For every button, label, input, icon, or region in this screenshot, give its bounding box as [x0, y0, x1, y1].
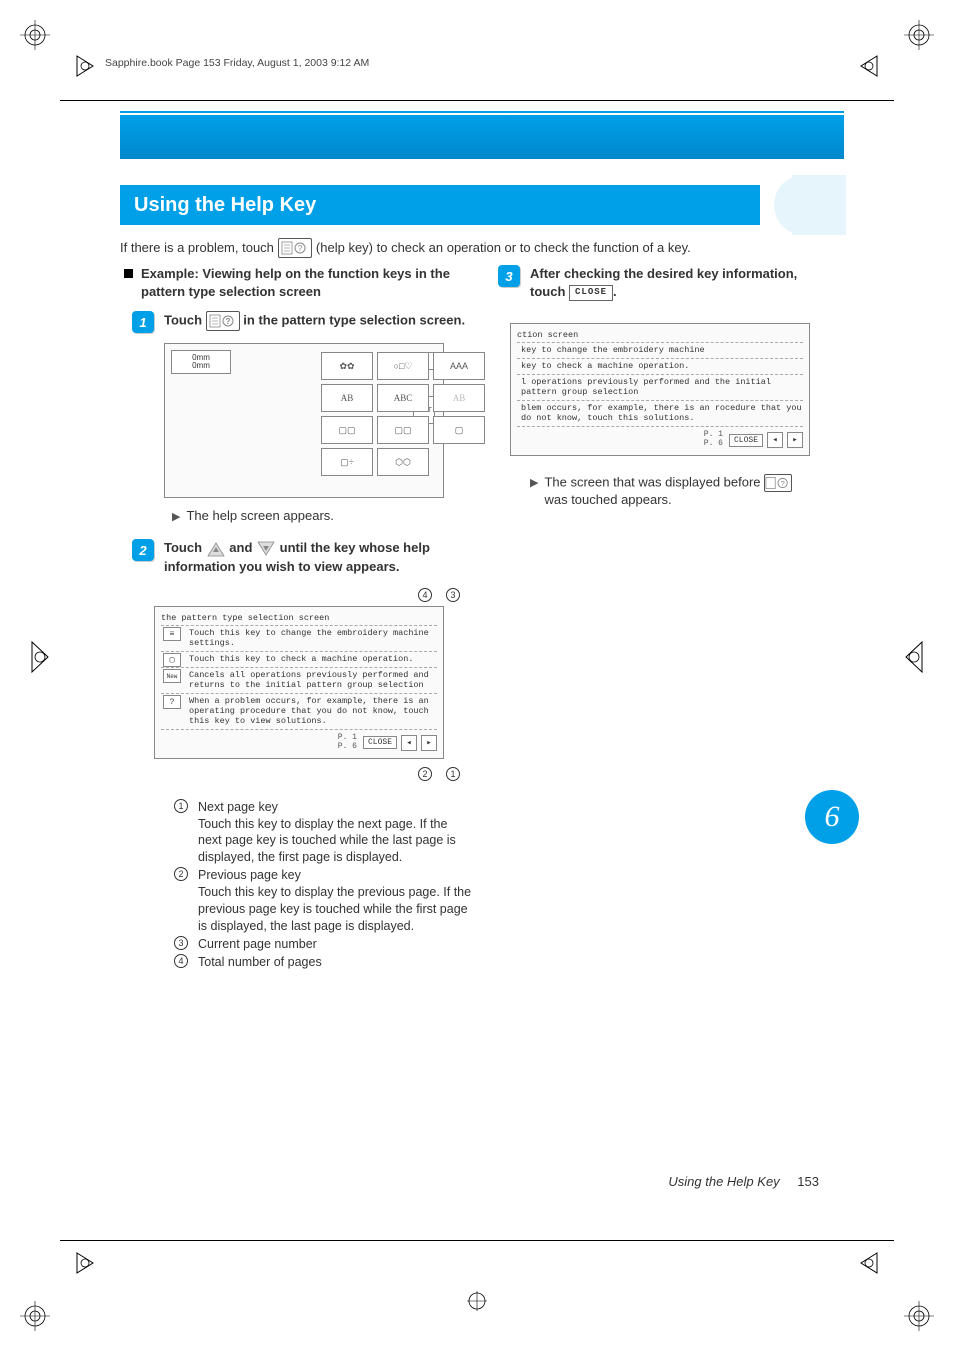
- next-page-icon: ▸: [787, 432, 803, 448]
- crop-mark-icon: [20, 20, 50, 50]
- header-tab-shape: [792, 175, 846, 235]
- registration-arrow-icon: [859, 1251, 879, 1276]
- status-box: 0mm 0mm: [171, 350, 231, 374]
- callout-number: 3: [446, 588, 460, 602]
- help-key-icon: ?: [278, 238, 312, 258]
- callout-number: 1: [446, 767, 460, 781]
- step-3-text: After checking the desired key informati…: [530, 265, 835, 301]
- step-3-result: ▶ The screen that was displayed before ?…: [530, 474, 835, 507]
- rule-bottom: [60, 1240, 894, 1241]
- step-1-result: ▶ The help screen appears.: [172, 508, 474, 523]
- registration-arrow-icon: [859, 54, 879, 79]
- prev-page-icon: [206, 540, 226, 558]
- example-heading: Example: Viewing help on the function ke…: [124, 265, 474, 301]
- registration-arrow-icon: [75, 1251, 95, 1276]
- next-page-icon: [256, 540, 276, 558]
- step-2-text: Touch and until the key whose help infor…: [164, 539, 474, 576]
- step-number-badge: 2: [132, 539, 154, 561]
- legend-item-1: 1 Next page keyTouch this key to display…: [174, 799, 474, 867]
- doc-header-text: Sapphire.book Page 153 Friday, August 1,…: [105, 57, 369, 69]
- figure-help-screen: the pattern type selection screen ≡Touch…: [154, 606, 444, 759]
- crop-mark-icon: [904, 1301, 934, 1331]
- callout-number: 2: [418, 767, 432, 781]
- svg-text:?: ?: [781, 479, 785, 488]
- registration-arrow-icon: [30, 640, 50, 675]
- bullet-square-icon: [124, 269, 133, 278]
- prev-page-icon: ◂: [767, 432, 783, 448]
- help-key-icon: ?: [764, 474, 792, 492]
- help-icon: ?: [163, 695, 181, 709]
- header-ribbon: [120, 115, 844, 159]
- check-icon: ▢: [163, 653, 181, 667]
- section-title: Using the Help Key: [120, 185, 760, 225]
- legend-item-2: 2 Previous page keyTouch this key to dis…: [174, 867, 474, 935]
- step-number-badge: 3: [498, 265, 520, 287]
- cancel-icon: New: [163, 669, 181, 683]
- close-button: CLOSE: [363, 736, 397, 749]
- step-3: 3 After checking the desired key informa…: [498, 265, 835, 301]
- chapter-number-badge: 6: [805, 790, 859, 844]
- crop-mark-icon: [904, 20, 934, 50]
- rule-top: [60, 100, 894, 101]
- step-1: 1 Touch ? in the pattern type selection …: [132, 311, 474, 333]
- registration-arrow-icon: [75, 54, 95, 79]
- crop-mark-icon: [467, 1291, 487, 1311]
- triangle-bullet-icon: ▶: [530, 476, 538, 489]
- intro-before: If there is a problem, touch: [120, 239, 274, 257]
- figure-pattern-selection-screen: 0mm 0mm ? EDIT ✿✿ ○□♡ AAA AB ABC AB ▢▢ ▢…: [164, 343, 444, 498]
- svg-text:?: ?: [298, 244, 303, 253]
- intro-paragraph: If there is a problem, touch ? (help key…: [120, 238, 819, 258]
- step-1-text: Touch ? in the pattern type selection sc…: [164, 311, 465, 333]
- close-button: CLOSE: [569, 285, 613, 301]
- legend-item-3: 3 Current page number: [174, 936, 474, 953]
- help-screen-title: the pattern type selection screen: [161, 613, 437, 626]
- step-2: 2 Touch and until the key whose help inf…: [132, 539, 474, 576]
- help-key-icon: ?: [206, 311, 240, 331]
- close-button: CLOSE: [729, 434, 763, 447]
- figure-help-screen-after: ction screen key to change the embroider…: [510, 323, 810, 456]
- example-heading-text: Example: Viewing help on the function ke…: [141, 265, 474, 301]
- help-screen-title: ction screen: [517, 330, 803, 343]
- legend-item-4: 4 Total number of pages: [174, 954, 474, 971]
- step-number-badge: 1: [132, 311, 154, 333]
- crop-mark-icon: [20, 1301, 50, 1331]
- prev-page-icon: ◂: [401, 735, 417, 751]
- svg-text:?: ?: [225, 317, 230, 326]
- next-page-icon: ▸: [421, 735, 437, 751]
- settings-icon: ≡: [163, 627, 181, 641]
- intro-after: (help key) to check an operation or to c…: [316, 239, 691, 257]
- page-footer: Using the Help Key 153: [668, 1174, 819, 1189]
- registration-arrow-icon: [904, 640, 924, 675]
- triangle-bullet-icon: ▶: [172, 510, 180, 523]
- callout-number: 4: [418, 588, 432, 602]
